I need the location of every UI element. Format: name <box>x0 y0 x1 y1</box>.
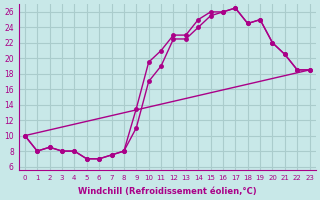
X-axis label: Windchill (Refroidissement éolien,°C): Windchill (Refroidissement éolien,°C) <box>78 187 257 196</box>
